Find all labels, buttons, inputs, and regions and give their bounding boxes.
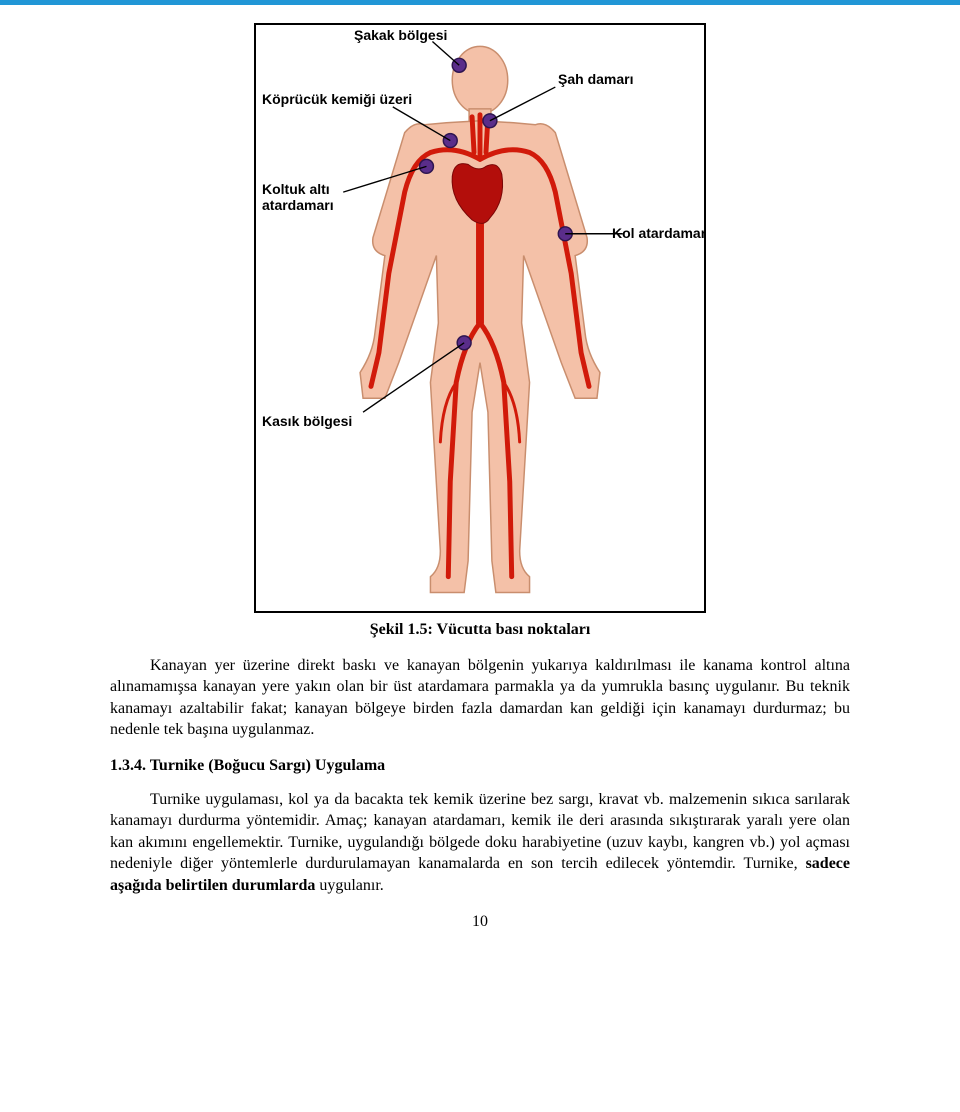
paragraph-2a: Turnike uygulaması, kol ya da bacakta te… — [110, 791, 850, 873]
page-number: 10 — [110, 911, 850, 933]
anatomy-svg — [256, 25, 704, 611]
paragraph-2b: uygulanır. — [315, 877, 383, 894]
page-content: Şakak bölgesi Köprücük kemiği üzeri Kolt… — [0, 5, 960, 952]
paragraph-2: Turnike uygulaması, kol ya da bacakta te… — [110, 789, 850, 897]
label-kol: Kol atardamarı — [612, 225, 706, 241]
label-sah: Şah damarı — [558, 71, 633, 87]
label-sakak: Şakak bölgesi — [354, 27, 447, 43]
label-kasik: Kasık bölgesi — [262, 413, 352, 429]
label-koltuk: Koltuk altı atardamarı — [262, 181, 342, 213]
figure-caption: Şekil 1.5: Vücutta bası noktaları — [110, 619, 850, 641]
paragraph-1: Kanayan yer üzerine direkt baskı ve kana… — [110, 655, 850, 741]
label-koprucuk: Köprücük kemiği üzeri — [262, 91, 412, 107]
section-heading: 1.3.4. Turnike (Boğucu Sargı) Uygulama — [110, 755, 850, 777]
anatomy-figure: Şakak bölgesi Köprücük kemiği üzeri Kolt… — [254, 23, 706, 613]
